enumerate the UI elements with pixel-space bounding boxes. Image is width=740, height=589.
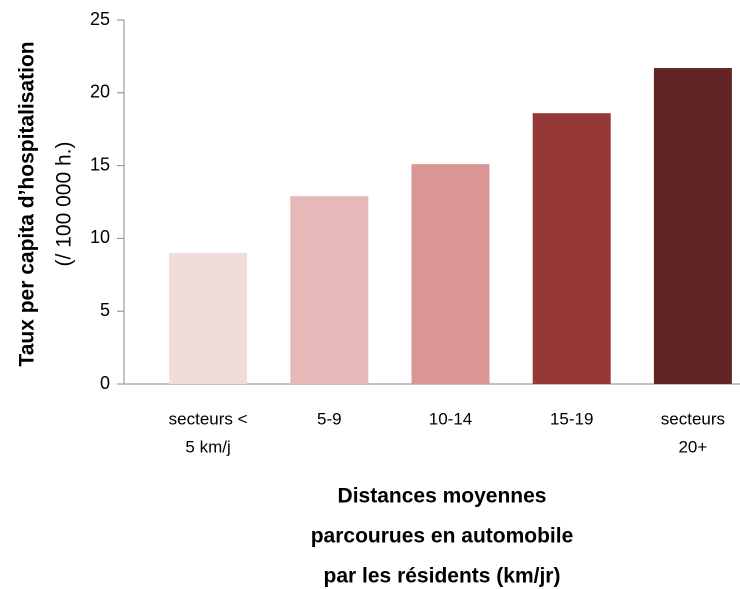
x-tick-label: 5 km/j — [185, 437, 230, 456]
x-tick-label: 5-9 — [317, 409, 342, 428]
x-axis-title: parcourues en automobile — [311, 525, 574, 548]
y-tick-label: 15 — [90, 154, 110, 174]
bar — [653, 68, 732, 384]
y-tick-label: 20 — [90, 82, 110, 102]
y-tick-label: 0 — [100, 373, 110, 393]
y-axis-title: Taux per capita d’hospitalisation — [16, 41, 39, 366]
y-axis-title: (/ 100 000 h.) — [53, 142, 76, 267]
bar — [290, 196, 369, 384]
y-tick-label: 5 — [100, 300, 110, 320]
x-tick-label: secteurs — [661, 409, 725, 428]
x-tick-label: 15-19 — [550, 409, 593, 428]
x-axis-title: par les résidents (km/jr) — [324, 565, 561, 588]
x-axis-title: Distances moyennes — [338, 485, 547, 508]
y-tick-label: 10 — [90, 227, 110, 247]
x-tick-label: 20+ — [678, 437, 707, 456]
bar — [169, 252, 248, 384]
x-tick-label: 10-14 — [429, 409, 472, 428]
y-tick-label: 25 — [90, 9, 110, 29]
bar — [532, 113, 611, 385]
x-tick-label: secteurs < — [169, 409, 248, 428]
bar — [411, 164, 490, 384]
